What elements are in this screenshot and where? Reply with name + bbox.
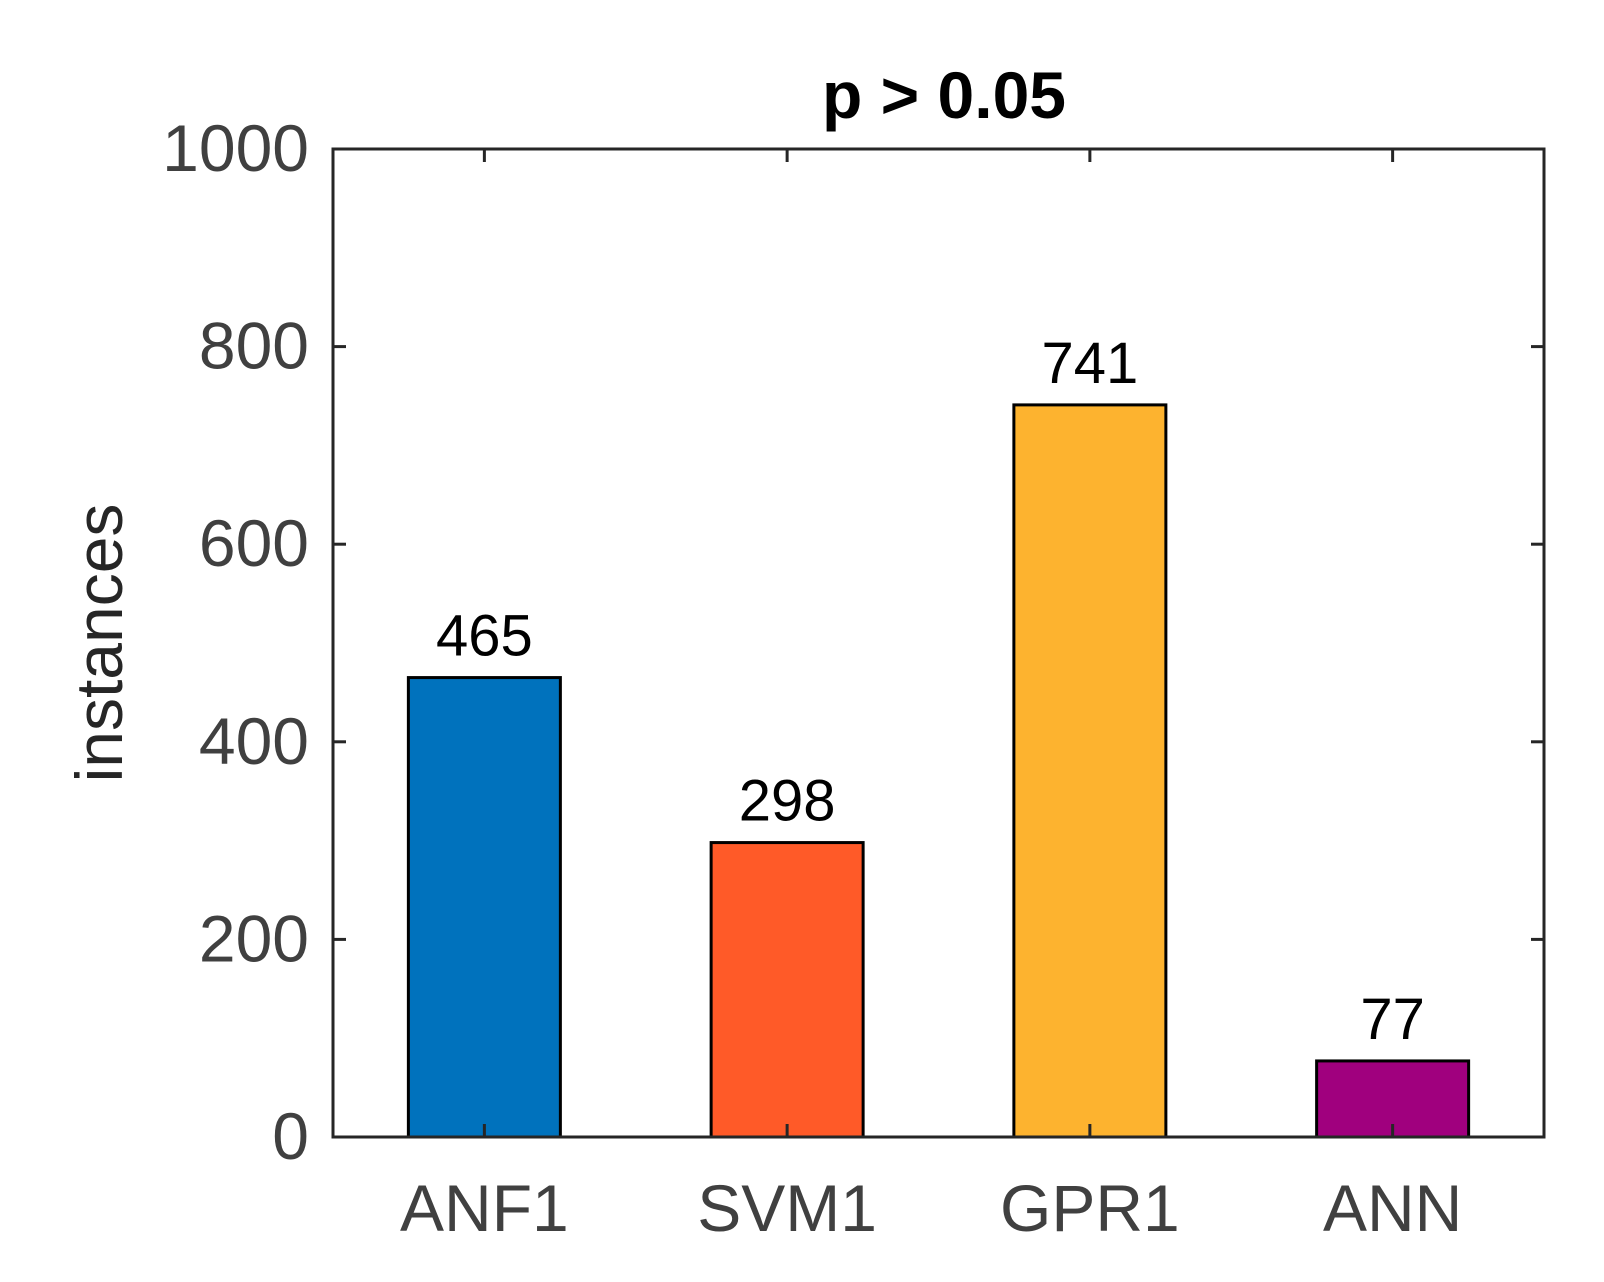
x-tick-label-svm1: SVM1 bbox=[697, 1171, 877, 1245]
y-tick-label: 800 bbox=[199, 309, 309, 383]
data-label-svm1: 298 bbox=[739, 769, 836, 834]
y-tick-label: 400 bbox=[199, 704, 309, 778]
y-tick-labels: 0 200 400 600 800 1000 bbox=[162, 111, 309, 1173]
y-axis-label: instances bbox=[62, 504, 136, 783]
plot-area-border bbox=[331, 147, 1546, 1139]
bar-anf1 bbox=[406, 676, 562, 1139]
data-label-anf1: 465 bbox=[436, 604, 533, 669]
x-tick-label-gpr1: GPR1 bbox=[1000, 1171, 1180, 1245]
bars bbox=[406, 403, 1471, 1139]
y-tick-label: 0 bbox=[272, 1099, 309, 1173]
data-label-ann: 77 bbox=[1360, 987, 1425, 1052]
y-tick-label: 1000 bbox=[162, 111, 309, 185]
y-tick-label: 200 bbox=[199, 901, 309, 975]
bar-svm1 bbox=[709, 841, 865, 1139]
x-tick-label-ann: ANN bbox=[1323, 1171, 1462, 1245]
y-tick-label: 600 bbox=[199, 506, 309, 580]
chart-title: p > 0.05 bbox=[822, 58, 1066, 132]
x-tick-labels: ANF1 SVM1 GPR1 ANN bbox=[400, 1171, 1462, 1245]
x-tick-label-anf1: ANF1 bbox=[400, 1171, 569, 1245]
data-label-gpr1: 741 bbox=[1041, 331, 1138, 396]
bar-gpr1 bbox=[1012, 403, 1168, 1139]
data-labels: 465 298 741 77 bbox=[436, 331, 1425, 1052]
axes bbox=[331, 147, 1546, 1139]
